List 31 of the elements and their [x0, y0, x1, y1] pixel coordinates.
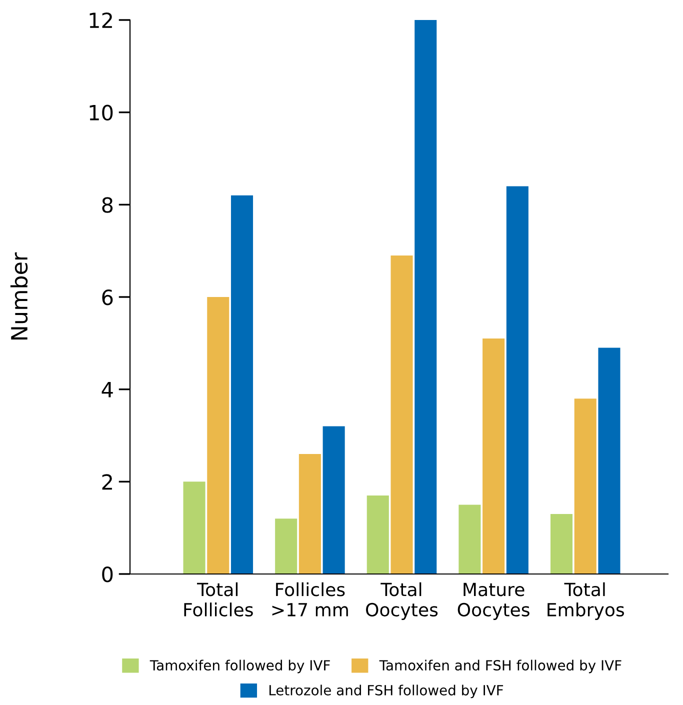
y-axis-title: Number [10, 252, 28, 340]
legend-label: Tamoxifen followed by IVF [150, 660, 330, 674]
y-tick-label: 10 [90, 104, 113, 121]
bar [366, 496, 389, 574]
bar [550, 514, 573, 574]
x-tick-label: Total Oocytes [366, 582, 438, 620]
bar [183, 482, 206, 574]
x-tick-label: Total Follicles [184, 582, 253, 617]
y-tick-label: 8 [102, 197, 113, 213]
bar [390, 255, 413, 574]
bar [322, 426, 345, 574]
legend-label: Tamoxifen and FSH followed by IVF [379, 660, 622, 674]
x-tick-label: Mature Oocytes [458, 582, 530, 620]
y-tick-label: 12 [90, 12, 112, 28]
legend-label: Letrozole and FSH followed by IVF [269, 684, 504, 698]
bar [207, 297, 230, 574]
y-tick-label: 6 [102, 289, 113, 306]
bar [275, 518, 298, 574]
bar [230, 195, 254, 574]
x-tick-label: Follicles >17 mm [272, 582, 348, 616]
bar [458, 504, 481, 574]
y-tick-label: 2 [102, 474, 112, 490]
bar [574, 398, 596, 574]
bar [506, 186, 528, 574]
bar [598, 348, 620, 574]
y-tick-label: 4 [102, 382, 113, 398]
bar [414, 20, 437, 574]
y-tick-label: 0 [102, 566, 113, 582]
bar [298, 454, 321, 574]
bar [482, 338, 505, 574]
x-tick-label: Total Embryos [548, 582, 624, 620]
